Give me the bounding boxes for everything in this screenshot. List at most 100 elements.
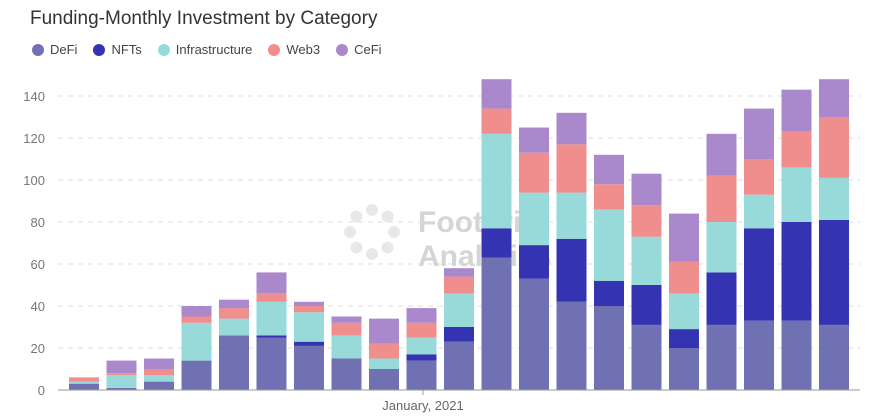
legend-label: DeFi (50, 42, 78, 57)
bar-segment-cefi (219, 299, 249, 309)
bar-segment-cefi (819, 79, 849, 117)
bar-segment-cefi (369, 318, 399, 344)
x-tick-label: January, 2021 (382, 398, 463, 413)
bar-segment-defi (256, 337, 287, 390)
bar-segment-web3 (331, 322, 362, 336)
bar-segment-infrastructure (819, 177, 849, 220)
bar-segment-cefi (519, 127, 549, 153)
y-tick-label: 80 (31, 215, 45, 230)
legend-item-cefi[interactable]: CeFi (336, 42, 382, 57)
bar-segment-nfts (781, 222, 812, 321)
bar-segment-defi (594, 306, 624, 390)
bar-segment-defi (781, 320, 812, 390)
bar-segment-nfts (556, 238, 587, 302)
legend-swatch (157, 43, 170, 56)
y-tick-label: 40 (31, 299, 45, 314)
watermark-dot (366, 248, 378, 260)
bar-segment-web3 (444, 276, 474, 294)
legend-label: Web3 (286, 42, 321, 57)
bar-segment-infrastructure (556, 192, 587, 239)
bar-segment-cefi (181, 306, 212, 317)
bar-segment-nfts (294, 341, 324, 346)
chart-title: Funding-Monthly Investment by Category (30, 8, 378, 29)
watermark-dot (350, 241, 363, 254)
legend-swatch (32, 43, 44, 56)
bar-segment-defi (556, 301, 587, 390)
bar-segment-defi (369, 369, 399, 390)
bar-segment-cefi (706, 133, 737, 176)
bar-segment-defi (406, 360, 437, 390)
bar-segment-defi (219, 335, 249, 390)
bar-segment-nfts (256, 335, 287, 338)
bar-segment-defi (744, 320, 774, 390)
bar-segment-web3 (819, 117, 849, 178)
bar-segment-cefi (594, 154, 624, 185)
watermark-dot (350, 210, 363, 223)
bar-segment-nfts (594, 280, 624, 306)
bar-segment-defi (444, 341, 474, 390)
bar-segment-web3 (706, 175, 737, 222)
y-tick-label: 100 (23, 173, 45, 188)
bar-segment-defi (669, 348, 699, 390)
bar-segment-web3 (181, 316, 212, 323)
legend-label: NFTs (111, 42, 142, 57)
bar-segment-web3 (106, 373, 137, 376)
y-tick-label: 0 (38, 383, 45, 398)
bar-segment-web3 (294, 306, 324, 313)
bar-segment-nfts (519, 245, 549, 279)
bar-segment-web3 (369, 343, 399, 359)
bar-segment-web3 (406, 322, 437, 338)
bar-segment-nfts (406, 354, 437, 361)
y-tick-label: 60 (31, 257, 45, 272)
legend-swatch (268, 43, 281, 56)
legend-item-infrastructure[interactable]: Infrastructure (157, 42, 253, 57)
bar-segment-infrastructure (706, 222, 737, 273)
bar-segment-infrastructure (69, 381, 99, 384)
bar-segment-cefi (444, 268, 474, 277)
bar-segment-nfts (819, 219, 849, 325)
bar-segment-cefi (331, 316, 362, 323)
bar-segment-cefi (406, 308, 437, 323)
bar-segment-infrastructure (481, 133, 512, 229)
bar-segment-web3 (481, 108, 512, 134)
bar-segment-web3 (669, 261, 699, 294)
watermark-dot (381, 210, 394, 223)
bar-segment-defi (294, 345, 324, 390)
bar-segment-infrastructure (331, 335, 362, 359)
watermark-dot (344, 226, 356, 238)
bar-segment-web3 (519, 152, 549, 193)
bar-segment-infrastructure (369, 358, 399, 369)
bar-segment-infrastructure (294, 312, 324, 342)
bar-segment-infrastructure (444, 293, 474, 327)
bar-segment-cefi (294, 301, 324, 306)
bar-segment-infrastructure (631, 236, 662, 285)
legend-item-web3[interactable]: Web3 (268, 42, 320, 57)
watermark-dot (388, 226, 400, 238)
bar-segment-defi (69, 383, 99, 390)
bar-segment-nfts (444, 327, 474, 342)
bar-segment-cefi (631, 173, 662, 206)
legend-label: Infrastructure (175, 42, 253, 57)
legend-swatch (336, 43, 349, 56)
y-tick-label: 140 (23, 89, 45, 104)
chart-legend: DeFi NFTs Infrastructure Web3 CeFi (32, 42, 398, 57)
bar-segment-infrastructure (519, 192, 549, 246)
bar-segment-web3 (219, 308, 249, 319)
legend-swatch (93, 43, 106, 56)
bar-segment-defi (181, 360, 212, 390)
bar-segment-cefi (144, 358, 174, 369)
bar-segment-defi (331, 358, 362, 390)
bar-segment-nfts (706, 272, 737, 325)
watermark-dot (366, 204, 378, 216)
bar-segment-nfts (669, 329, 699, 348)
legend-item-defi[interactable]: DeFi (32, 42, 77, 57)
bar-segment-cefi (106, 360, 137, 374)
bar-segment-defi (106, 387, 137, 390)
bar-segment-defi (631, 324, 662, 390)
bar-segment-web3 (781, 131, 812, 168)
bar-segment-cefi (669, 213, 699, 262)
bar-segment-web3 (744, 159, 774, 195)
bar-segment-web3 (631, 205, 662, 237)
legend-item-nfts[interactable]: NFTs (93, 42, 142, 57)
